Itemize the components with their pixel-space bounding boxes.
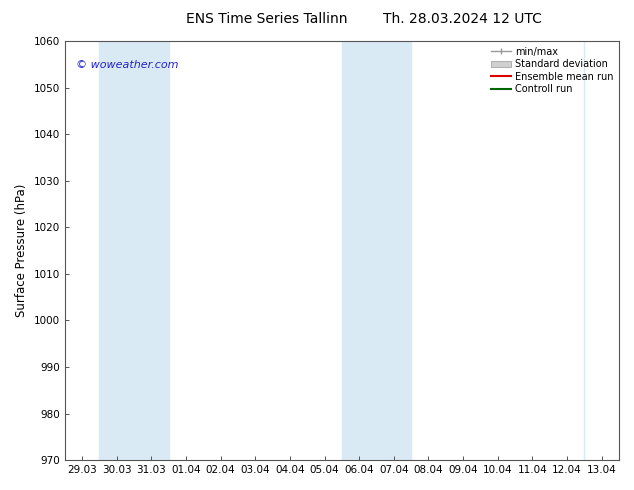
Bar: [342, 41, 411, 460]
Text: ENS Time Series Tallinn: ENS Time Series Tallinn: [186, 12, 347, 26]
Text: © woweather.com: © woweather.com: [75, 60, 178, 70]
Y-axis label: Surface Pressure (hPa): Surface Pressure (hPa): [15, 184, 28, 318]
Text: Th. 28.03.2024 12 UTC: Th. 28.03.2024 12 UTC: [384, 12, 542, 26]
Bar: [100, 41, 169, 460]
Legend: min/max, Standard deviation, Ensemble mean run, Controll run: min/max, Standard deviation, Ensemble me…: [488, 44, 616, 97]
